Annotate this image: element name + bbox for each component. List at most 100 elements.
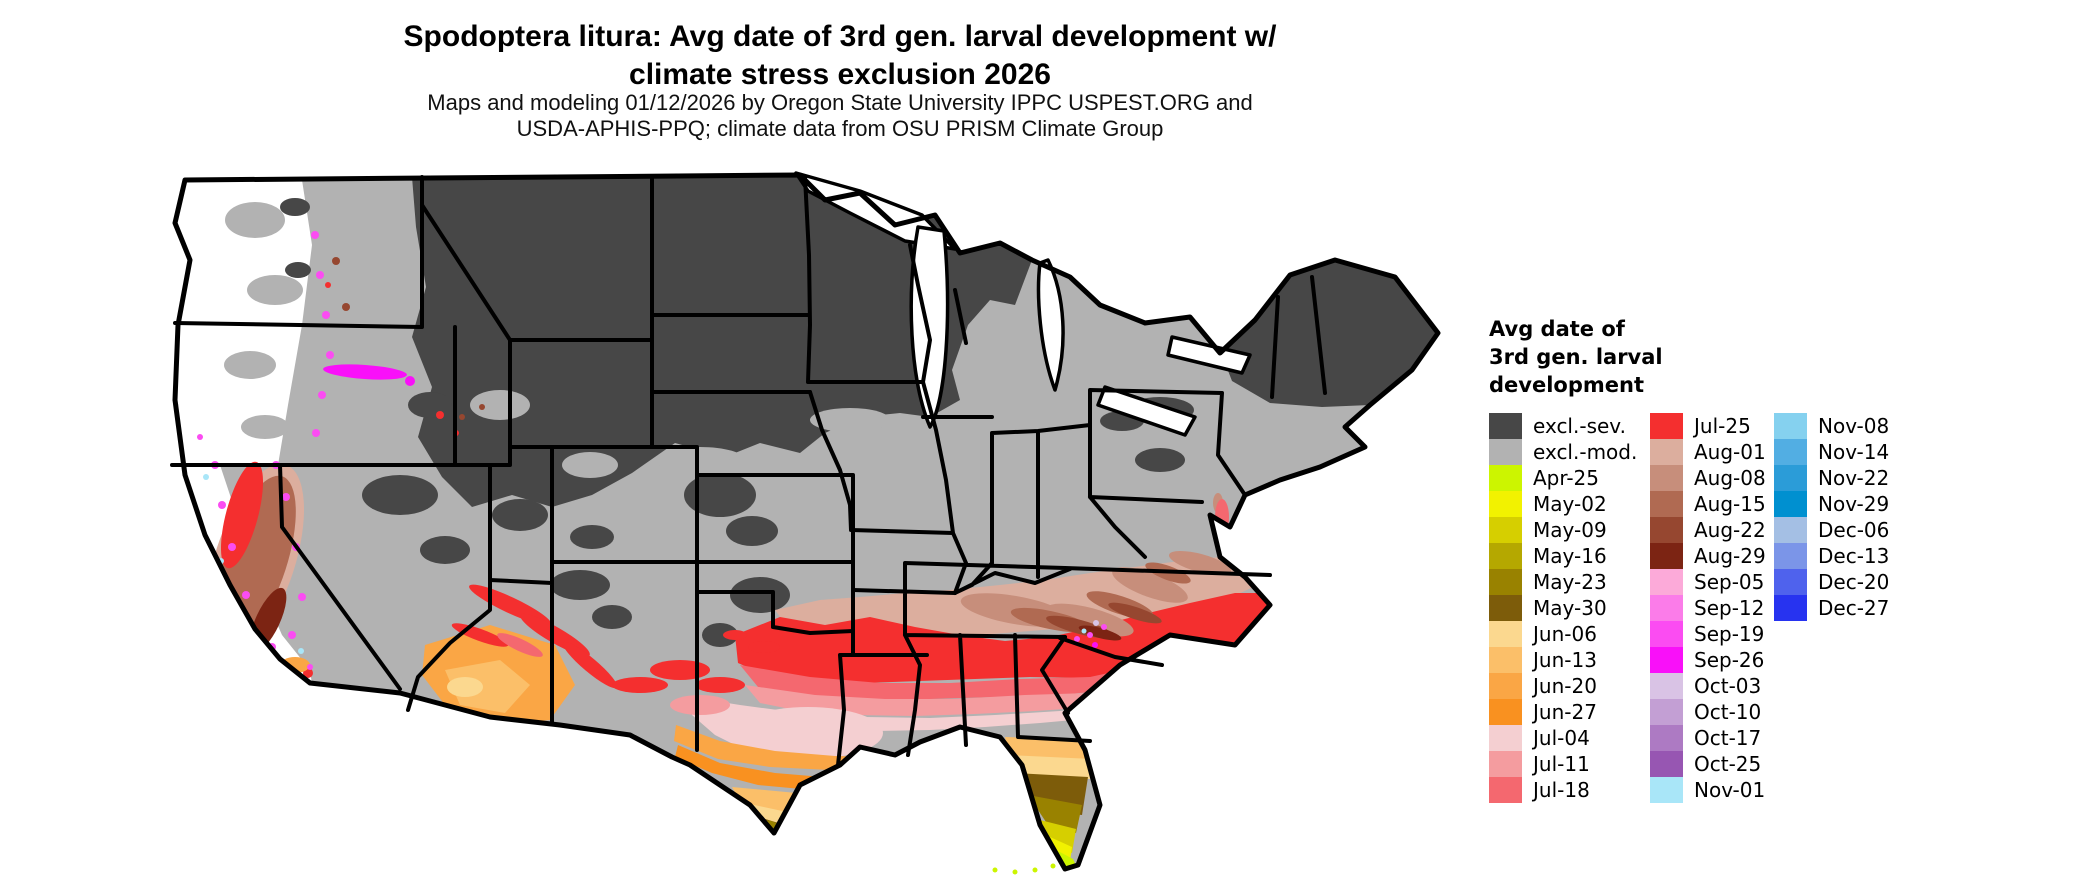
legend-label: Jun-27 — [1533, 700, 1597, 724]
legend-row: Nov-01 — [1650, 777, 1766, 803]
legend-row: Dec-06 — [1774, 517, 1889, 543]
legend-row: Aug-01 — [1650, 439, 1766, 465]
az-jun06 — [447, 677, 483, 697]
legend-row: Jun-27 — [1489, 699, 1637, 725]
legend-swatch — [1650, 647, 1683, 673]
legend-swatch — [1774, 543, 1807, 569]
legend-row: Jun-06 — [1489, 621, 1637, 647]
legend-label: Aug-08 — [1694, 466, 1766, 490]
legend-label: Sep-19 — [1694, 622, 1765, 646]
legend-swatch — [1650, 517, 1683, 543]
map-title-line2: climate stress exclusion 2026 — [629, 58, 1051, 91]
state-borders — [170, 175, 1327, 767]
legend-label: Jul-18 — [1533, 778, 1590, 802]
region-excl-severe-northeast — [1222, 260, 1438, 407]
legend-row: Oct-10 — [1650, 699, 1766, 725]
legend-row: Sep-26 — [1650, 647, 1766, 673]
legend-row: Aug-15 — [1650, 491, 1766, 517]
legend-label: Oct-25 — [1694, 752, 1762, 776]
legend-swatch — [1774, 439, 1807, 465]
legend-label: Dec-20 — [1818, 570, 1890, 594]
legend-swatch — [1650, 543, 1683, 569]
legend-row: Aug-29 — [1650, 543, 1766, 569]
sprinkles-sep26 — [323, 364, 1098, 648]
legend-row: Aug-22 — [1650, 517, 1766, 543]
map-legend: Avg date of 3rd gen. larval development … — [1489, 315, 2049, 803]
legend-row: Apr-25 — [1489, 465, 1637, 491]
legend-swatch — [1489, 751, 1522, 777]
florida-keys — [992, 863, 1056, 875]
legend-row: Dec-20 — [1774, 569, 1889, 595]
nm-pink-blob — [670, 695, 730, 715]
legend-swatch — [1774, 413, 1807, 439]
ca-valley-jul25 — [220, 461, 264, 569]
fl-jun06 — [1008, 755, 1092, 779]
legend-swatch — [1489, 491, 1522, 517]
lake-huron — [1036, 258, 1065, 392]
legend-row: Jul-25 — [1650, 413, 1766, 439]
legend-swatch — [1489, 543, 1522, 569]
legend-row: Nov-22 — [1774, 465, 1889, 491]
legend-swatch — [1650, 439, 1683, 465]
legend-row: Jul-04 — [1489, 725, 1637, 751]
legend-swatch — [1489, 777, 1522, 803]
legend-row: Oct-03 — [1650, 673, 1766, 699]
legend-row: Jun-20 — [1489, 673, 1637, 699]
legend-swatch — [1650, 491, 1683, 517]
legend-row: Nov-29 — [1774, 491, 1889, 517]
legend-swatch — [1489, 517, 1522, 543]
legend-label: Dec-13 — [1818, 544, 1890, 568]
map-title-line1: Spodoptera litura: Avg date of 3rd gen. … — [403, 20, 1277, 53]
legend-row: May-23 — [1489, 569, 1637, 595]
legend-label: Aug-01 — [1694, 440, 1766, 464]
legend-label: Jun-06 — [1533, 622, 1597, 646]
legend-label: Aug-29 — [1694, 544, 1766, 568]
legend-label: May-30 — [1533, 596, 1607, 620]
legend-row: Sep-19 — [1650, 621, 1766, 647]
legend-label: Nov-29 — [1818, 492, 1890, 516]
lake-michigan — [909, 225, 950, 429]
legend-swatch — [1774, 595, 1807, 621]
fl-apr25 — [1058, 851, 1077, 868]
legend-label: Jun-13 — [1533, 648, 1597, 672]
legend-row: Oct-25 — [1650, 751, 1766, 777]
legend-swatch — [1489, 725, 1522, 751]
fl-jun13 — [1005, 737, 1093, 761]
legend-swatch — [1489, 595, 1522, 621]
legend-label: Nov-08 — [1818, 414, 1890, 438]
legend-label: Aug-15 — [1694, 492, 1766, 516]
legend-swatch — [1650, 673, 1683, 699]
legend-label: Aug-22 — [1694, 518, 1766, 542]
legend-swatch — [1489, 673, 1522, 699]
legend-label: Nov-14 — [1818, 440, 1890, 464]
map-title: Spodoptera litura: Avg date of 3rd gen. … — [240, 18, 1440, 94]
legend-row: Nov-08 — [1774, 413, 1889, 439]
legend-row: Sep-12 — [1650, 595, 1766, 621]
legend-label: Jul-04 — [1533, 726, 1590, 750]
lake-erie — [1096, 385, 1197, 437]
legend-swatch — [1774, 569, 1807, 595]
legend-row: Dec-13 — [1774, 543, 1889, 569]
legend-swatch — [1774, 517, 1807, 543]
legend-swatch — [1489, 699, 1522, 725]
legend-swatch — [1489, 413, 1522, 439]
appalachia-aug29 — [1078, 625, 1122, 641]
legend-label: Oct-10 — [1694, 700, 1762, 724]
us-outline — [172, 172, 1441, 872]
legend-label: Apr-25 — [1533, 466, 1599, 490]
legend-swatch — [1650, 465, 1683, 491]
legend-swatch — [1650, 595, 1683, 621]
legend-label: May-23 — [1533, 570, 1607, 594]
legend-swatch — [1650, 751, 1683, 777]
legend-label: Sep-12 — [1694, 596, 1765, 620]
region-excl-severe-north — [412, 175, 1032, 507]
legend-swatch — [1650, 725, 1683, 751]
legend-label: Dec-27 — [1818, 596, 1890, 620]
legend-label: excl.-sev. — [1533, 414, 1626, 438]
state-borders-west — [170, 175, 855, 752]
legend-row: Dec-27 — [1774, 595, 1889, 621]
legend-title: Avg date of 3rd gen. larval development — [1489, 315, 2049, 399]
legend-label: May-02 — [1533, 492, 1607, 516]
legend-label: Nov-22 — [1818, 466, 1890, 490]
